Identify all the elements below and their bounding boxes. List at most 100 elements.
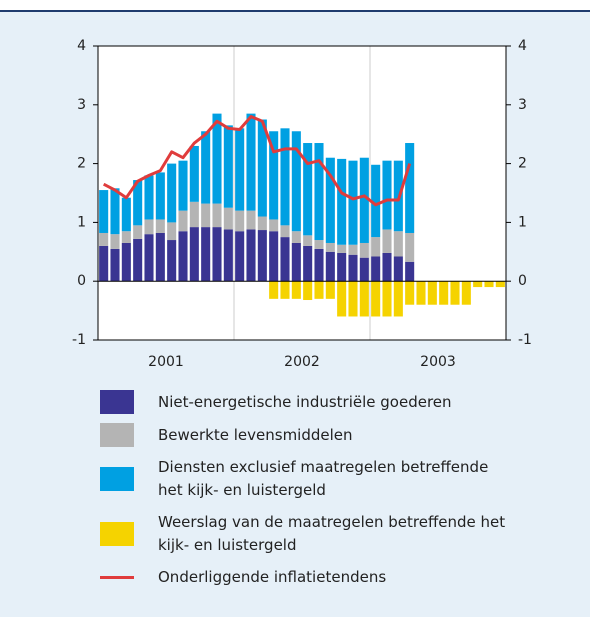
bar bbox=[393, 231, 403, 257]
legend-label: Weerslag van de maatregelen betreffende … bbox=[158, 513, 506, 554]
bar bbox=[325, 281, 335, 299]
bar bbox=[427, 281, 437, 305]
y2-tick-label: 0 bbox=[518, 273, 527, 289]
bar bbox=[110, 188, 120, 235]
y-tick-label: 0 bbox=[77, 273, 86, 289]
bar bbox=[314, 281, 324, 299]
y2-tick-label: 2 bbox=[518, 156, 527, 172]
bar bbox=[99, 245, 109, 282]
bar bbox=[189, 145, 199, 202]
bar bbox=[155, 172, 165, 220]
bar bbox=[473, 281, 483, 288]
bar bbox=[291, 231, 301, 243]
legend-label: Onderliggende inflatietendens bbox=[158, 568, 387, 586]
bar bbox=[269, 231, 279, 282]
y2-tick-label: 4 bbox=[518, 38, 527, 54]
bar bbox=[382, 252, 392, 282]
bar bbox=[110, 234, 120, 249]
bar bbox=[280, 281, 290, 299]
bar bbox=[314, 248, 324, 282]
bar bbox=[167, 222, 177, 241]
bar bbox=[235, 128, 245, 211]
bar bbox=[155, 219, 165, 233]
bar bbox=[291, 242, 301, 282]
bar bbox=[461, 281, 471, 305]
bar bbox=[144, 219, 154, 235]
y-tick-label: 2 bbox=[77, 156, 86, 172]
bar bbox=[337, 158, 347, 245]
x-group-label: 2003 bbox=[420, 354, 456, 370]
bar bbox=[280, 128, 290, 226]
bar bbox=[371, 256, 381, 282]
chart: -1 0 1 2 3 4 -1 0 1 2 3 4 2001 2002 2003 bbox=[72, 38, 532, 370]
bar bbox=[269, 219, 279, 232]
bar bbox=[348, 254, 358, 282]
bar bbox=[337, 281, 347, 317]
bar bbox=[291, 281, 301, 299]
plot-area bbox=[98, 46, 506, 340]
y2-tick-label: -1 bbox=[518, 332, 532, 348]
bar bbox=[405, 232, 415, 262]
legend-item: Niet-energetische industriële goederen bbox=[100, 390, 520, 414]
bar bbox=[280, 237, 290, 282]
line bbox=[102, 115, 412, 207]
bar bbox=[246, 113, 256, 211]
bar bbox=[382, 281, 392, 317]
bar bbox=[393, 281, 403, 317]
y2-tick-label: 1 bbox=[518, 214, 527, 230]
bar bbox=[405, 261, 415, 282]
bar bbox=[223, 229, 233, 282]
bar bbox=[99, 190, 109, 233]
bar bbox=[110, 248, 120, 282]
x-group-label: 2001 bbox=[148, 354, 184, 370]
legend-item: Weerslag van de maatregelen betreffende … bbox=[100, 511, 520, 557]
bar bbox=[405, 143, 415, 233]
bar bbox=[450, 281, 460, 305]
bar bbox=[235, 231, 245, 282]
bar bbox=[133, 238, 143, 282]
bar bbox=[246, 210, 256, 230]
bar bbox=[201, 131, 211, 204]
legend: Niet-energetische industriële goederen Be… bbox=[100, 390, 520, 598]
bar bbox=[223, 125, 233, 208]
bar bbox=[121, 231, 131, 243]
y-tick-label: 3 bbox=[77, 97, 86, 113]
bar bbox=[212, 227, 222, 282]
bar bbox=[348, 244, 358, 255]
bar bbox=[314, 240, 324, 249]
bar bbox=[371, 164, 381, 238]
bar bbox=[393, 256, 403, 282]
bar bbox=[144, 234, 154, 282]
bar bbox=[405, 281, 415, 305]
legend-label: Niet-energetische industriële goederen bbox=[158, 392, 452, 411]
bar bbox=[303, 281, 313, 301]
bar bbox=[348, 281, 358, 317]
bar bbox=[371, 237, 381, 257]
bar bbox=[416, 281, 426, 305]
bar bbox=[178, 210, 188, 232]
legend-swatch bbox=[100, 423, 134, 447]
plot-border bbox=[97, 45, 507, 341]
bar bbox=[99, 232, 109, 246]
legend-item: Bewerkte levensmiddelen bbox=[100, 423, 520, 447]
bar bbox=[178, 160, 188, 211]
bar bbox=[212, 113, 222, 204]
bar bbox=[257, 230, 267, 282]
bar bbox=[495, 281, 505, 288]
bar bbox=[269, 281, 279, 299]
bar bbox=[189, 227, 199, 282]
legend-label: Diensten exclusief maatregelen betreffen… bbox=[158, 458, 489, 499]
legend-swatch bbox=[100, 467, 134, 491]
bar bbox=[439, 281, 449, 305]
bar bbox=[189, 201, 199, 228]
y-tick-label: 4 bbox=[77, 38, 86, 54]
bar bbox=[201, 227, 211, 282]
bar bbox=[167, 163, 177, 223]
legend-item: Diensten exclusief maatregelen betreffen… bbox=[100, 456, 520, 502]
x-group-label: 2002 bbox=[284, 354, 320, 370]
bar bbox=[257, 216, 267, 231]
legend-swatch bbox=[100, 390, 134, 414]
legend-swatch bbox=[100, 576, 134, 579]
y-tick-label: -1 bbox=[72, 332, 86, 348]
